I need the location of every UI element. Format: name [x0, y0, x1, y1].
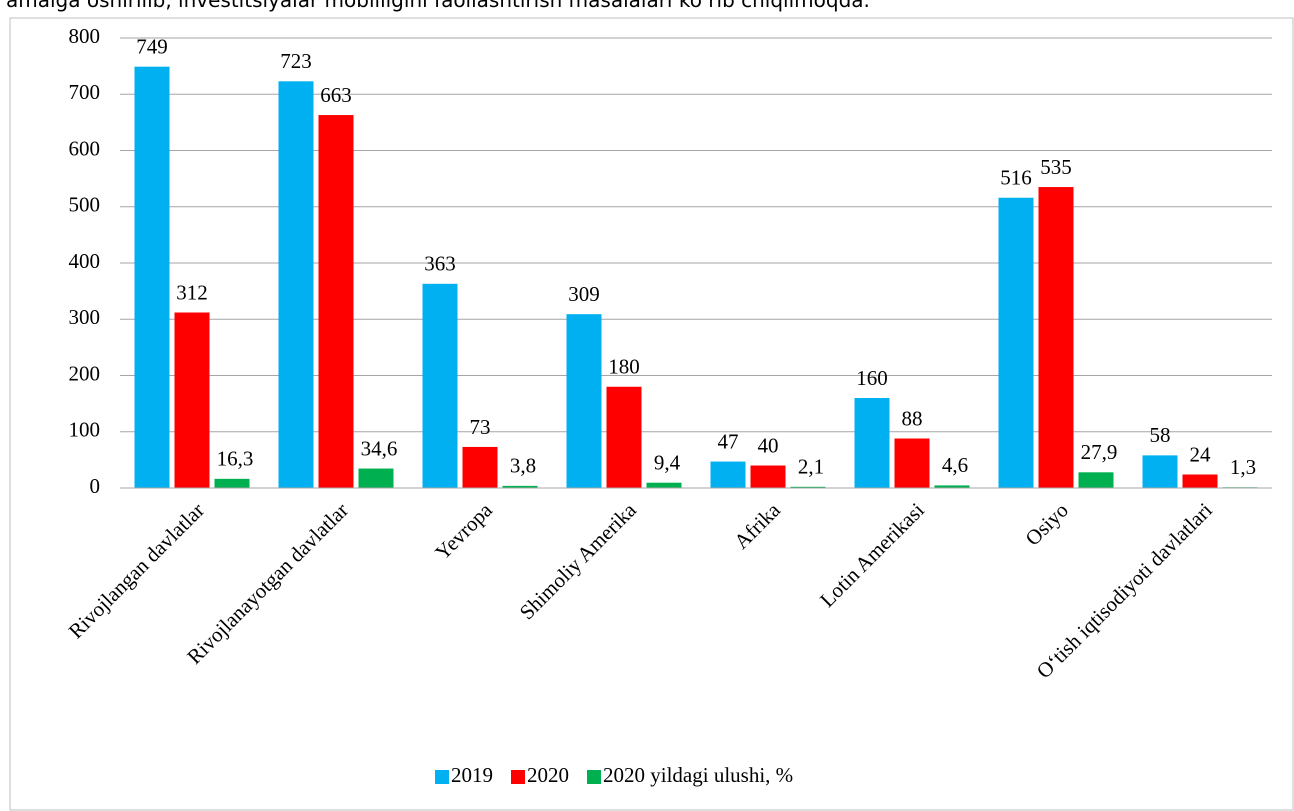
- data-label: 363: [424, 252, 456, 276]
- bar: [134, 66, 170, 488]
- data-label: 88: [902, 406, 923, 430]
- bar: [646, 482, 682, 488]
- legend-swatch: [511, 770, 525, 784]
- chart-frame: [9, 17, 1294, 811]
- y-tick-label: 100: [69, 418, 101, 442]
- y-tick-label: 600: [69, 136, 101, 160]
- data-label: 24: [1190, 442, 1212, 466]
- data-label: 160: [856, 366, 888, 390]
- data-label: 47: [718, 429, 739, 453]
- legend-label: 2020 yildagi ulushi, %: [603, 763, 793, 787]
- bar: [422, 283, 458, 488]
- bar: [318, 115, 354, 488]
- bar: [998, 197, 1034, 488]
- legend-swatch: [435, 770, 449, 784]
- data-label: 16,3: [217, 447, 254, 471]
- bar: [462, 446, 498, 488]
- bar: [894, 438, 930, 488]
- bar: [790, 486, 826, 488]
- x-tick-label: Osiyo: [1020, 498, 1072, 550]
- bar: [1038, 187, 1074, 488]
- y-tick-label: 300: [69, 305, 101, 329]
- bar: [854, 398, 890, 488]
- data-label: 2,1: [798, 455, 824, 479]
- data-label: 4,6: [942, 453, 968, 477]
- data-label: 309: [568, 282, 600, 306]
- x-tick-label: Shimoliy Amerika: [515, 497, 642, 624]
- legend-label: 2019: [451, 763, 493, 787]
- bar: [278, 81, 314, 488]
- data-label: 27,9: [1081, 440, 1118, 464]
- data-label: 40: [758, 433, 779, 457]
- bar: [934, 485, 970, 488]
- x-tick-label: Yevropa: [430, 497, 497, 564]
- bar: [358, 468, 394, 488]
- y-tick-label: 400: [69, 249, 101, 273]
- x-tick-label: Rivojlanayotgan davlatlar: [182, 498, 353, 669]
- data-label: 663: [320, 83, 352, 107]
- bar: [1182, 474, 1218, 488]
- bar: [1078, 472, 1114, 488]
- data-label: 3,8: [510, 454, 536, 478]
- text-above: amalga oshirilib, investitsiyalar mobill…: [6, 0, 870, 12]
- x-tick-label: Afrika: [729, 497, 785, 553]
- legend-swatch: [587, 770, 601, 784]
- data-label: 516: [1000, 166, 1032, 190]
- y-tick-label: 800: [69, 24, 101, 48]
- y-tick-label: 500: [69, 193, 101, 217]
- y-tick-label: 200: [69, 361, 101, 385]
- data-label: 34,6: [361, 436, 398, 460]
- data-label: 73: [470, 415, 491, 439]
- data-label: 749: [136, 35, 168, 59]
- data-label: 1,3: [1230, 455, 1256, 479]
- bar: [214, 478, 250, 488]
- bar: [502, 485, 538, 488]
- y-tick-label: 0: [90, 474, 101, 498]
- data-label: 180: [608, 355, 640, 379]
- bar: [710, 461, 746, 488]
- y-tick-label: 700: [69, 80, 101, 104]
- data-label: 312: [176, 280, 208, 304]
- data-label: 723: [280, 49, 312, 73]
- bar: [1142, 455, 1178, 488]
- bar: [566, 314, 602, 488]
- data-label: 9,4: [654, 451, 681, 475]
- data-label: 535: [1040, 155, 1072, 179]
- bar: [606, 386, 642, 488]
- bar: [174, 312, 210, 488]
- bar: [750, 465, 786, 488]
- legend-label: 2020: [527, 763, 569, 787]
- x-tick-label: Rivojlangan davlatlar: [64, 498, 209, 643]
- x-tick-label: Lotin Amerikasi: [815, 498, 929, 612]
- data-label: 58: [1150, 423, 1171, 447]
